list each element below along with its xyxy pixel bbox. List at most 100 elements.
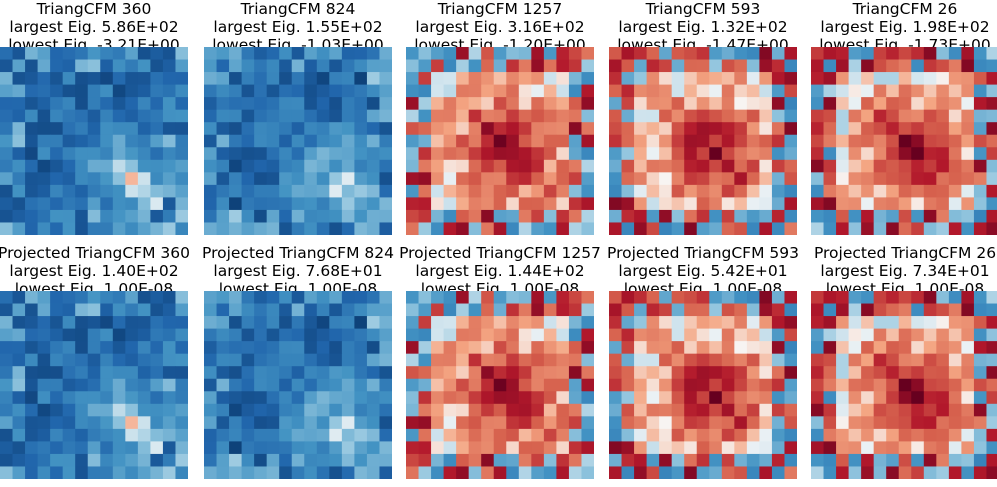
heatmap-cell <box>329 378 343 392</box>
heatmap-cell <box>784 122 797 136</box>
heatmap-cell <box>696 366 710 380</box>
heatmap-cell <box>150 172 164 186</box>
heatmap-cell <box>266 147 280 161</box>
heatmap-cell <box>696 222 710 235</box>
heatmap-cell <box>406 122 419 136</box>
heatmap-cell <box>823 147 837 161</box>
heatmap-cell <box>531 416 545 430</box>
heatmap-cell <box>986 353 997 367</box>
heatmap-cell <box>112 466 126 479</box>
heatmap-cell <box>62 122 76 136</box>
heatmap-cell <box>112 403 126 417</box>
heatmap-cell <box>125 109 139 123</box>
heatmap-cell <box>418 47 432 60</box>
heatmap-cell <box>443 172 457 186</box>
heatmap-cell <box>304 378 318 392</box>
heatmap-cell <box>684 316 698 329</box>
heatmap-cell <box>696 353 710 367</box>
heatmap-cell <box>609 291 622 304</box>
heatmap-cell <box>898 403 912 417</box>
heatmap-cell <box>291 466 305 479</box>
heatmap-cell <box>37 441 51 455</box>
heatmap-cell <box>329 84 343 98</box>
heatmap-cell <box>531 441 545 455</box>
heatmap-cell <box>431 109 444 123</box>
heatmap-cell <box>266 109 280 123</box>
heatmap-cell <box>696 303 710 317</box>
heatmap-cell <box>254 428 268 442</box>
heatmap-cell <box>112 134 126 148</box>
heatmap-cell <box>948 97 962 111</box>
heatmap-cell <box>531 59 545 73</box>
heatmap-cell <box>112 222 126 235</box>
heatmap-cell <box>518 197 532 211</box>
heatmap-cell <box>87 466 101 479</box>
heatmap-cell <box>659 172 673 186</box>
heatmap-cell <box>341 341 355 355</box>
heatmap-cell <box>254 291 268 304</box>
heatmap-cell <box>621 328 635 342</box>
heatmap-cell <box>973 316 987 329</box>
heatmap-cell <box>329 316 343 329</box>
heatmap-cell <box>621 441 635 455</box>
heatmap-cell <box>62 453 76 467</box>
heatmap-cell <box>734 403 748 417</box>
heatmap-cell <box>923 441 937 455</box>
heatmap-cell <box>443 209 457 223</box>
heatmap-cell <box>836 134 849 148</box>
heatmap-cell <box>229 303 242 317</box>
heatmap-cell <box>406 453 419 467</box>
heatmap-cell <box>746 122 760 136</box>
heatmap-cell <box>634 416 647 430</box>
heatmap-cell <box>543 291 557 304</box>
heatmap-cell <box>241 303 255 317</box>
heatmap-cell <box>25 184 38 198</box>
heatmap-cell <box>291 341 305 355</box>
heatmap-cell <box>25 441 38 455</box>
heatmap-cell <box>62 378 76 392</box>
heatmap-cell <box>621 428 635 442</box>
heatmap-cell <box>12 316 26 329</box>
heatmap-cell <box>659 197 673 211</box>
panel-title-block: TriangCFM 1257 largest Eig. 3.16E+02 low… <box>394 0 606 54</box>
heatmap-cell <box>634 328 647 342</box>
heatmap-cell <box>137 59 151 73</box>
heatmap-cell <box>316 378 330 392</box>
heatmap-cell <box>556 184 570 198</box>
heatmap-cell <box>973 453 987 467</box>
heatmap-cell <box>354 328 368 342</box>
heatmap-cell <box>175 222 188 235</box>
heatmap-cell <box>291 159 305 173</box>
heatmap-cell <box>468 134 482 148</box>
heatmap-cell <box>75 428 89 442</box>
heatmap-cell <box>12 416 26 430</box>
heatmap-cell <box>886 72 900 85</box>
heatmap-cell <box>162 366 176 380</box>
heatmap-cell <box>823 366 837 380</box>
heatmap-cell <box>329 172 343 186</box>
heatmap-cell <box>137 134 151 148</box>
heatmap-cell <box>379 59 392 73</box>
heatmap-cell <box>973 159 987 173</box>
heatmap-cell <box>366 222 380 235</box>
heatmap-cell <box>646 172 660 186</box>
heatmap-cell <box>836 197 849 211</box>
heatmap-cell <box>329 59 343 73</box>
heatmap-cell <box>75 134 89 148</box>
heatmap-cell <box>418 378 432 392</box>
heatmap-cell <box>329 441 343 455</box>
heatmap-cell <box>175 341 188 355</box>
heatmap-cell <box>481 328 495 342</box>
heatmap-cell <box>911 222 925 235</box>
heatmap-cell <box>646 466 660 479</box>
heatmap-cell <box>216 159 230 173</box>
heatmap-cell <box>581 416 594 430</box>
heatmap-cell <box>366 403 380 417</box>
heatmap-cell <box>784 72 797 85</box>
heatmap-cell <box>125 453 139 467</box>
heatmap-cell <box>861 109 875 123</box>
heatmap-cell <box>150 159 164 173</box>
heatmap-cell <box>354 441 368 455</box>
heatmap-cell <box>443 134 457 148</box>
heatmap-cell <box>696 184 710 198</box>
